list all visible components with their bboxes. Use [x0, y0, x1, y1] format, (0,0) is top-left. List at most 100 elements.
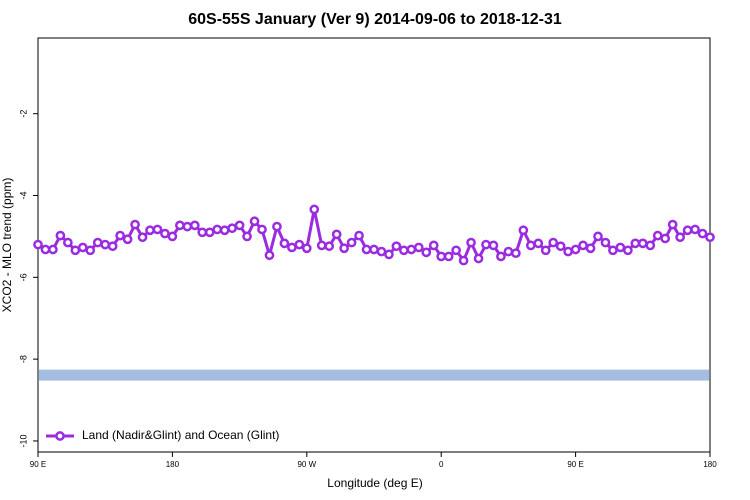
chart-title: 60S-55S January (Ver 9) 2014-09-06 to 20… [188, 11, 562, 28]
data-point [197, 227, 208, 238]
data-point [204, 227, 215, 238]
data-point [690, 224, 700, 235]
data-point [70, 245, 81, 256]
data-point [48, 244, 58, 255]
x-axis-label: Longitude (deg E) [327, 476, 422, 490]
data-point [309, 204, 320, 215]
data-point [637, 238, 648, 249]
data-point [294, 239, 305, 250]
x-tick-label: 90 E [30, 460, 46, 469]
data-point [33, 239, 43, 250]
y-tick-label: -2 [18, 110, 28, 118]
y-tick-label: -8 [18, 355, 28, 363]
data-point [608, 245, 618, 256]
data-point [107, 241, 118, 252]
data-point [287, 242, 297, 253]
data-point [212, 224, 223, 235]
data-point [563, 246, 573, 257]
data-point [548, 237, 559, 248]
data-point [525, 240, 536, 251]
data-point [63, 237, 73, 248]
data-point [77, 242, 88, 253]
data-point [354, 230, 364, 241]
data-point [242, 231, 252, 242]
data-point [593, 231, 603, 242]
data-point [339, 243, 349, 254]
data-point [705, 232, 715, 243]
data-point [145, 225, 155, 236]
data-point [369, 244, 379, 255]
data-point [488, 240, 499, 251]
data-point [615, 242, 626, 253]
data-point [540, 245, 551, 256]
data-point [652, 230, 663, 241]
data-point [413, 242, 424, 253]
data-point [152, 224, 163, 235]
data-point [160, 228, 170, 239]
data-point [85, 245, 96, 256]
data-point [137, 232, 148, 243]
data-point [316, 240, 327, 251]
x-tick-label: 180 [703, 460, 717, 469]
y-tick-label: -4 [18, 191, 28, 199]
x-tick-label: 90 W [297, 460, 316, 469]
data-point [451, 245, 461, 256]
data-point [257, 224, 267, 235]
data-point [346, 237, 357, 248]
data-point [272, 221, 282, 232]
data-point [682, 225, 693, 236]
data-point [175, 220, 185, 231]
data-point [384, 249, 394, 260]
data-point [697, 228, 708, 239]
data-point [511, 248, 521, 259]
data-point [481, 239, 491, 250]
data-point [264, 250, 275, 261]
data-point [675, 232, 685, 243]
data-point [399, 245, 409, 256]
data-point [600, 237, 611, 248]
data-point [219, 225, 230, 236]
data-point [630, 238, 641, 249]
data-point [570, 244, 581, 255]
data-point [92, 237, 103, 248]
x-tick-label: 180 [166, 460, 180, 469]
data-point [331, 229, 342, 240]
data-point [182, 221, 193, 232]
data-point [660, 233, 671, 244]
data-point [667, 219, 678, 230]
data-point [130, 219, 140, 230]
data-point [518, 225, 529, 236]
data-point [645, 240, 656, 251]
data-point [585, 243, 596, 254]
data-point [578, 240, 588, 251]
y-tick-label: -10 [18, 434, 28, 447]
data-point [406, 244, 417, 255]
data-point [436, 251, 447, 262]
data-point [458, 255, 469, 266]
data-point [555, 241, 566, 252]
data-point [189, 220, 200, 231]
data-point [391, 241, 402, 252]
data-point [279, 238, 290, 249]
data-point [122, 234, 133, 245]
data-point [623, 245, 633, 256]
data-point [533, 238, 544, 249]
data-point [473, 253, 484, 264]
data-point [167, 231, 178, 242]
data-point [496, 251, 506, 262]
data-point [227, 223, 237, 234]
data-point [361, 244, 372, 255]
data-point [55, 230, 66, 241]
data-point [249, 216, 260, 227]
legend-marker [55, 431, 65, 441]
y-tick-label: -6 [18, 273, 28, 281]
data-point [324, 241, 335, 252]
data-point [234, 220, 245, 231]
data-point [421, 247, 432, 258]
legend-label: Land (Nadir&Glint) and Ocean (Glint) [82, 428, 279, 442]
data-point [115, 230, 125, 241]
data-point [443, 251, 454, 262]
data-point [428, 240, 439, 251]
data-point [301, 243, 312, 254]
